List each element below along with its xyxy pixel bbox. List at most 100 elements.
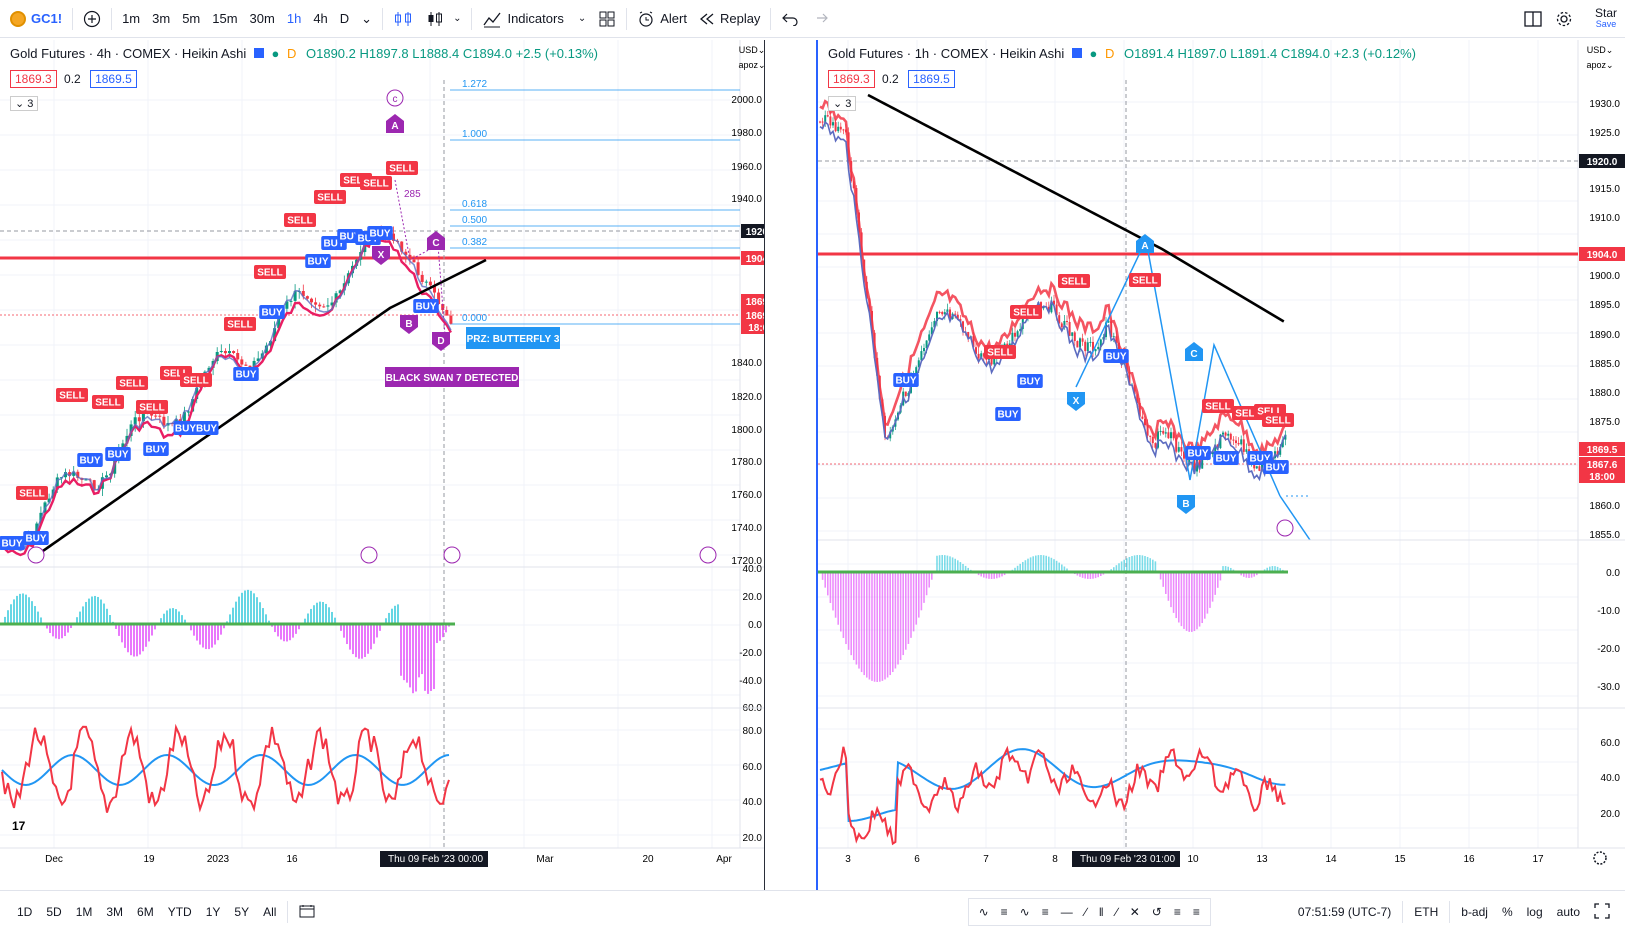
candle-body	[72, 471, 76, 476]
candle-body	[326, 305, 330, 307]
range-6m[interactable]: 6M	[137, 905, 154, 919]
right-price-tag: 1904.0	[1579, 247, 1625, 261]
candle-body	[925, 340, 928, 349]
range-3m[interactable]: 3M	[106, 905, 124, 919]
event-icon	[1276, 519, 1294, 537]
adj-button[interactable]: b-adj	[1461, 905, 1488, 919]
rewind-icon	[699, 13, 714, 24]
left-price-tag-bg	[741, 251, 764, 265]
horizontal-line-icon[interactable]: —	[1060, 905, 1073, 919]
buy-signal-bg	[0, 536, 25, 550]
left-chart-pane[interactable]: Gold Futures · 4h · COMEX · Heikin Ashi …	[0, 40, 765, 890]
settings-button[interactable]	[1549, 0, 1579, 38]
candle-body	[219, 350, 223, 352]
ray-icon[interactable]: ∕	[1115, 905, 1118, 919]
sell-signal-text: SELL	[139, 403, 165, 414]
auto-button[interactable]: auto	[1556, 905, 1580, 919]
pattern-icon[interactable]: ∿	[1019, 905, 1030, 919]
fib-icon[interactable]: ≡	[1041, 905, 1049, 919]
layout-toggle-button[interactable]	[1517, 0, 1549, 38]
pattern-point-a-text: A	[1141, 241, 1148, 252]
add-symbol-button[interactable]	[77, 0, 107, 38]
candle-body	[289, 300, 293, 302]
left-collapse-button[interactable]: ⌄ 3	[10, 96, 39, 111]
range-1m[interactable]: 1M	[75, 905, 93, 919]
interval-15m[interactable]: 15m	[212, 11, 238, 26]
buy-signal-bg	[995, 407, 1021, 421]
fullscreen-button[interactable]	[1587, 902, 1617, 922]
sell-signal: SELL	[314, 190, 346, 204]
buy-signal-bg	[23, 531, 49, 545]
interval-3m[interactable]: 3m	[152, 11, 171, 26]
range-1d[interactable]: 1D	[17, 905, 33, 919]
right-collapse-button[interactable]: ⌄ 3	[828, 96, 857, 111]
gann-icon[interactable]: ≡	[1173, 905, 1181, 919]
chart-type-button[interactable]: ⌄	[419, 0, 467, 38]
chart-settings-gear[interactable]	[1593, 851, 1607, 865]
right-price-tag-bg	[1579, 457, 1625, 471]
layouts-button[interactable]	[592, 0, 622, 38]
candle-body	[1227, 433, 1230, 436]
right-chart-pane[interactable]: Gold Futures · 1h · COMEX · Heikin Ashi …	[816, 40, 1625, 890]
left-rsi-label: 20.0	[743, 833, 763, 844]
left-time-current-date: Thu 09 Feb '23	[388, 854, 455, 865]
channel-icon[interactable]: ≡	[1192, 905, 1200, 919]
flag-icon	[1071, 48, 1082, 58]
elliott-wave-icon[interactable]: ∿	[978, 905, 989, 919]
event-icon	[27, 546, 45, 564]
sell-signal-text: SELL	[287, 216, 313, 227]
buy-signal-text: BUY	[1187, 449, 1208, 460]
right-pill-high[interactable]: 1869.5	[908, 70, 955, 88]
range-5y[interactable]: 5Y	[234, 905, 250, 919]
right-price-tag-text: 1869.5	[1587, 445, 1618, 456]
range-all[interactable]: All	[263, 905, 277, 919]
lines-icon[interactable]: ≡	[1000, 905, 1008, 919]
clock-label[interactable]: 07:51:59 (UTC-7)	[1297, 905, 1392, 919]
left-pill-low[interactable]: 1869.3	[10, 70, 57, 88]
sell-signal-text: SELL	[183, 376, 209, 387]
alert-button[interactable]: Alert	[631, 0, 693, 38]
log-button[interactable]: log	[1526, 905, 1543, 919]
indicators-button[interactable]: Indicators ⌄	[476, 0, 592, 38]
percent-button[interactable]: %	[1501, 905, 1513, 919]
gear-icon	[1556, 11, 1572, 26]
symbol-search[interactable]: GC1!	[0, 0, 68, 38]
buy-signal-text: BUY	[307, 257, 328, 268]
right-time-label: 7	[983, 854, 989, 865]
interval-4h[interactable]: 4h	[313, 11, 328, 26]
left-pill-high[interactable]: 1869.5	[90, 70, 137, 88]
interval-1m[interactable]: 1m	[122, 11, 141, 26]
candle-body	[1141, 416, 1144, 419]
candle-body	[182, 412, 186, 425]
save-button[interactable]: Star Save	[1587, 0, 1625, 38]
fib-spiral-icon[interactable]: ↺	[1151, 905, 1162, 919]
buy-signal: BUY	[1017, 374, 1043, 388]
buy-signal-text: BUY	[235, 370, 256, 381]
range-ytd[interactable]: YTD	[167, 905, 192, 919]
gold-logo-icon	[10, 10, 26, 27]
xabcd-icon[interactable]: ✕	[1129, 905, 1140, 919]
candle-body	[842, 129, 845, 131]
session-button[interactable]: ETH	[1414, 905, 1439, 919]
range-5d[interactable]: 5D	[46, 905, 62, 919]
replay-button[interactable]: Replay	[693, 0, 766, 38]
date-range-button[interactable]	[292, 904, 322, 921]
trend-line-icon[interactable]: ∕	[1084, 905, 1087, 919]
bar-style-button[interactable]	[387, 0, 419, 38]
bars-icon[interactable]: ‖	[1098, 905, 1104, 919]
interval-5m[interactable]: 5m	[182, 11, 201, 26]
left-chart-canvas[interactable]: USD⌄apoz⌄2000.01980.01960.01940.01840.01…	[0, 40, 765, 890]
interval-D[interactable]: D	[339, 11, 350, 26]
interval-more-button[interactable]: ⌄	[361, 10, 373, 26]
range-1y[interactable]: 1Y	[205, 905, 221, 919]
undo-button[interactable]	[775, 0, 805, 38]
right-price-label: 1855.0	[1589, 530, 1620, 541]
sell-signal-text: SELL	[1061, 277, 1087, 288]
candle-body	[1071, 332, 1074, 336]
redo-button[interactable]	[805, 0, 835, 38]
pattern-point-a-shape	[1136, 234, 1154, 253]
interval-30m[interactable]: 30m	[249, 11, 275, 26]
right-pill-low[interactable]: 1869.3	[828, 70, 875, 88]
right-chart-canvas[interactable]: USD⌄ apoz⌄ 1930.0 1925.0 1915.0 1910.0 1900.0 1…	[818, 40, 1625, 890]
interval-1h[interactable]: 1h	[286, 11, 302, 26]
